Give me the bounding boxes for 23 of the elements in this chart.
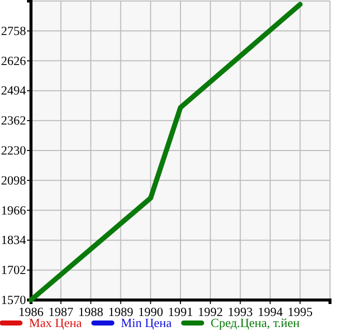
y-tick-label: 2626 bbox=[1, 54, 26, 68]
x-tick-label: 1990 bbox=[138, 304, 164, 319]
y-tick-label: 2494 bbox=[1, 84, 27, 98]
y-tick-label: 2362 bbox=[1, 114, 26, 128]
y-tick-label: 2230 bbox=[1, 144, 26, 158]
y-tick-label: 1570 bbox=[1, 293, 26, 307]
x-tick-label: 1993 bbox=[228, 304, 253, 319]
x-tick-label: 1987 bbox=[48, 304, 74, 319]
x-tick-label: 1989 bbox=[108, 304, 134, 319]
legend-label: Max Цена bbox=[29, 316, 82, 330]
legend-label: Сред.Цена, т.йен bbox=[210, 316, 300, 330]
y-tick-label: 2758 bbox=[1, 24, 26, 38]
x-tick-label: 1994 bbox=[258, 304, 284, 319]
y-tick-label: 1966 bbox=[1, 203, 26, 218]
y-tick-label: 1834 bbox=[1, 233, 27, 248]
x-tick-label: 1986 bbox=[18, 304, 44, 319]
y-tick-label: 1702 bbox=[1, 263, 26, 278]
x-tick-label: 1988 bbox=[78, 304, 104, 319]
x-tick-label: 1991 bbox=[168, 304, 193, 319]
x-tick-label: 1995 bbox=[288, 304, 313, 319]
x-tick-label: 1992 bbox=[198, 304, 223, 319]
y-tick-label: 2098 bbox=[1, 173, 26, 188]
legend-label: Min Цена bbox=[120, 316, 172, 330]
